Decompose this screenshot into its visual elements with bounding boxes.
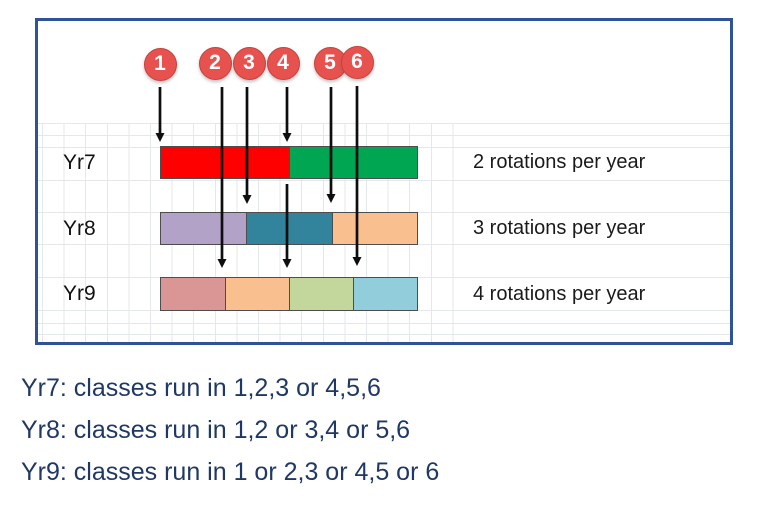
bar-segment (161, 278, 225, 310)
legend: Yr7: classes run in 1,2,3 or 4,5,6 Yr8: … (21, 367, 439, 493)
legend-line-yr9: Yr9: classes run in 1 or 2,3 or 4,5 or 6 (21, 458, 440, 486)
position-marker-1: 1 (143, 47, 177, 81)
gridline (38, 135, 730, 136)
bar-segment (161, 147, 289, 178)
bar-segment (246, 213, 332, 244)
position-marker-3: 3 (232, 46, 266, 80)
bar-segment (289, 147, 417, 178)
rotation-note-yr7: 2 rotations per year (473, 151, 646, 173)
gridline (38, 180, 730, 181)
bar-segment (161, 213, 247, 244)
position-marker-6: 6 (340, 45, 374, 79)
bar-segment (289, 278, 353, 310)
row-label-yr9: Yr9 (63, 282, 96, 305)
bar-segment (331, 213, 417, 244)
rotation-note-yr9: 4 rotations per year (473, 283, 646, 305)
gridline (38, 123, 730, 124)
diagram-panel: Yr7 2 rotations per year Yr8 3 rotations… (35, 18, 733, 345)
position-marker-4: 4 (266, 46, 300, 80)
bar-yr7 (160, 146, 418, 179)
bar-segment (352, 278, 417, 310)
legend-line-yr7: Yr7: classes run in 1,2,3 or 4,5,6 (21, 374, 381, 402)
row-label-yr8: Yr8 (63, 217, 96, 240)
legend-line-yr8: Yr8: classes run in 1,2 or 3,4 or 5,6 (21, 416, 411, 444)
bar-yr8 (160, 212, 418, 245)
position-marker-2: 2 (198, 46, 232, 80)
gridline (38, 323, 730, 324)
rotation-note-yr8: 3 rotations per year (473, 217, 646, 239)
row-label-yr7: Yr7 (63, 151, 96, 174)
gridline (38, 334, 730, 335)
bar-segment (224, 278, 289, 310)
bar-yr9 (160, 277, 418, 311)
